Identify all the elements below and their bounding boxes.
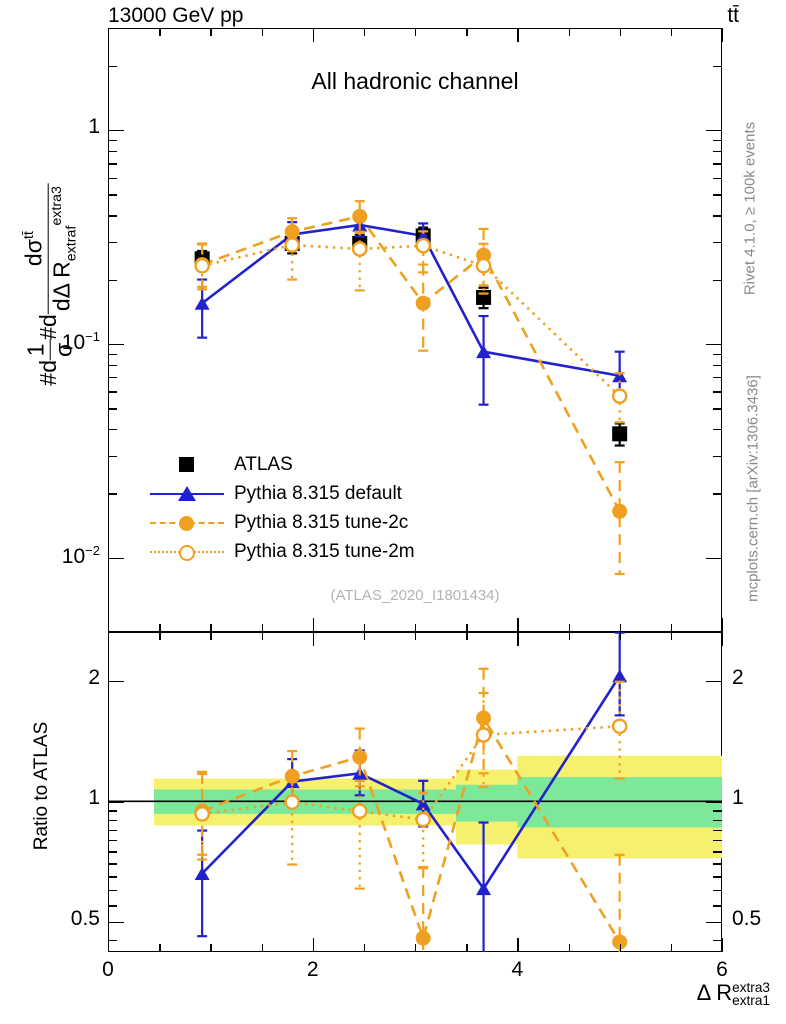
axis-tick (722, 632, 724, 646)
data-marker-open-circle (284, 237, 300, 253)
legend-key-tune2c (150, 512, 224, 534)
legend-entry-tune2c[interactable]: Pythia 8.315 tune-2c (150, 508, 415, 537)
data-marker-open-circle (351, 803, 368, 819)
ratio-series-line-dashed (201, 714, 621, 943)
data-marker-triangle (194, 866, 210, 880)
data-marker-triangle (415, 797, 431, 811)
ratio-series-line-dotted (201, 724, 620, 821)
y-axis-label-text: #d (35, 359, 62, 386)
axis-tick (722, 938, 724, 952)
data-marker-circle (415, 295, 431, 311)
data-marker-circle (352, 749, 368, 765)
ratio-series-line-solid (201, 675, 621, 891)
header-process: tt̄ (727, 4, 739, 27)
x-axis-label-text: Δ R (696, 980, 733, 1005)
data-marker-open-circle (415, 237, 431, 254)
data-marker-open-circle (415, 811, 431, 828)
legend-label-default: Pythia 8.315 default (234, 482, 402, 504)
x-tick-label: 4 (511, 958, 524, 981)
legend-label-tune2m: Pythia 8.315 tune-2m (234, 540, 415, 562)
legend-key-atlas (150, 454, 224, 476)
y-axis-label: #d 1 σ #d dσtt̄ dΔ Rextrafextra3 (20, 84, 79, 484)
data-marker-square (612, 426, 628, 442)
legend-entry-tune2m[interactable]: Pythia 8.315 tune-2m (150, 537, 415, 566)
mcplots-caption: mcplots.cern.ch [arXiv:1306.3436] (744, 375, 762, 602)
x-tick-label: 6 (716, 958, 728, 981)
ratio-y-tick-label-right: 0.5 (732, 906, 762, 930)
plot-title: All hadronic channel (311, 68, 519, 94)
x-tick-label: 2 (306, 958, 319, 981)
main-plot-canvas (194, 200, 628, 576)
ratio-band-inner (455, 784, 518, 822)
data-marker-open-circle (351, 241, 368, 257)
data-marker-open-circle (611, 718, 628, 735)
axis-tick (722, 618, 724, 632)
legend-key-tune2m (150, 541, 224, 563)
legend-key-default (150, 483, 224, 505)
ratio-band-inner (517, 777, 722, 828)
data-marker-open-circle (475, 257, 492, 274)
x-axis-label-sup: extra3 (732, 979, 770, 995)
square-marker-icon (179, 456, 194, 472)
data-marker-circle (352, 208, 368, 224)
series-line-dotted (201, 243, 621, 398)
ratio-plot-canvas (108, 632, 722, 952)
ratio-y-tick-label-right: 1 (732, 786, 744, 810)
data-marker-circle (612, 503, 628, 519)
x-tick-label: 0 (102, 958, 114, 981)
legend-entry-atlas[interactable]: ATLAS (150, 450, 415, 479)
legend-label-tune2c: Pythia 8.315 tune-2c (234, 511, 409, 533)
data-marker-square (476, 289, 492, 305)
data-marker-circle (476, 710, 492, 726)
series-line-dashed (201, 214, 621, 512)
x-axis-label: Δ R extra3 extra1 (560, 980, 770, 1008)
series-line-solid (201, 223, 620, 378)
analysis-id: (ATLAS_2020_I1801434) (330, 587, 500, 604)
data-marker-open-circle (194, 806, 210, 822)
data-marker-open-circle (475, 727, 492, 743)
y-axis-derivative: dσtt̄ dΔ Rextrafextra3 (20, 183, 79, 315)
triangle-marker-icon (178, 485, 196, 501)
data-marker-triangle (194, 296, 210, 310)
data-marker-circle (415, 930, 431, 946)
data-marker-circle (612, 934, 628, 950)
y-axis-label-mid: #d (35, 314, 62, 340)
data-marker-triangle (476, 882, 492, 896)
legend-entry-default[interactable]: Pythia 8.315 default (150, 479, 415, 508)
x-axis-label-sub: extra1 (732, 993, 770, 1009)
data-marker-open-circle (611, 388, 628, 404)
data-marker-open-circle (194, 257, 210, 274)
data-marker-triangle (612, 369, 628, 383)
circle-marker-icon (179, 515, 194, 531)
ratio-y-axis-label: Ratio to ATLAS (31, 721, 52, 851)
legend-label-atlas: ATLAS (234, 453, 293, 475)
data-marker-open-circle (284, 794, 300, 810)
y-tick-label: 10−2 (61, 542, 100, 568)
main-plot-panel (108, 28, 722, 632)
ratio-y-tick-label-left: 2 (88, 665, 100, 689)
data-marker-triangle (612, 669, 628, 683)
ratio-y-tick-label-left: 0.5 (70, 906, 100, 930)
ratio-y-tick-label-right: 2 (732, 665, 744, 689)
open-circle-marker-icon (179, 544, 195, 561)
data-marker-triangle (476, 345, 492, 359)
header-beam-energy: 13000 GeV pp (108, 4, 244, 27)
axis-tick (722, 28, 724, 42)
legend: ATLAS Pythia 8.315 default Pythia 8.315 … (150, 450, 415, 566)
